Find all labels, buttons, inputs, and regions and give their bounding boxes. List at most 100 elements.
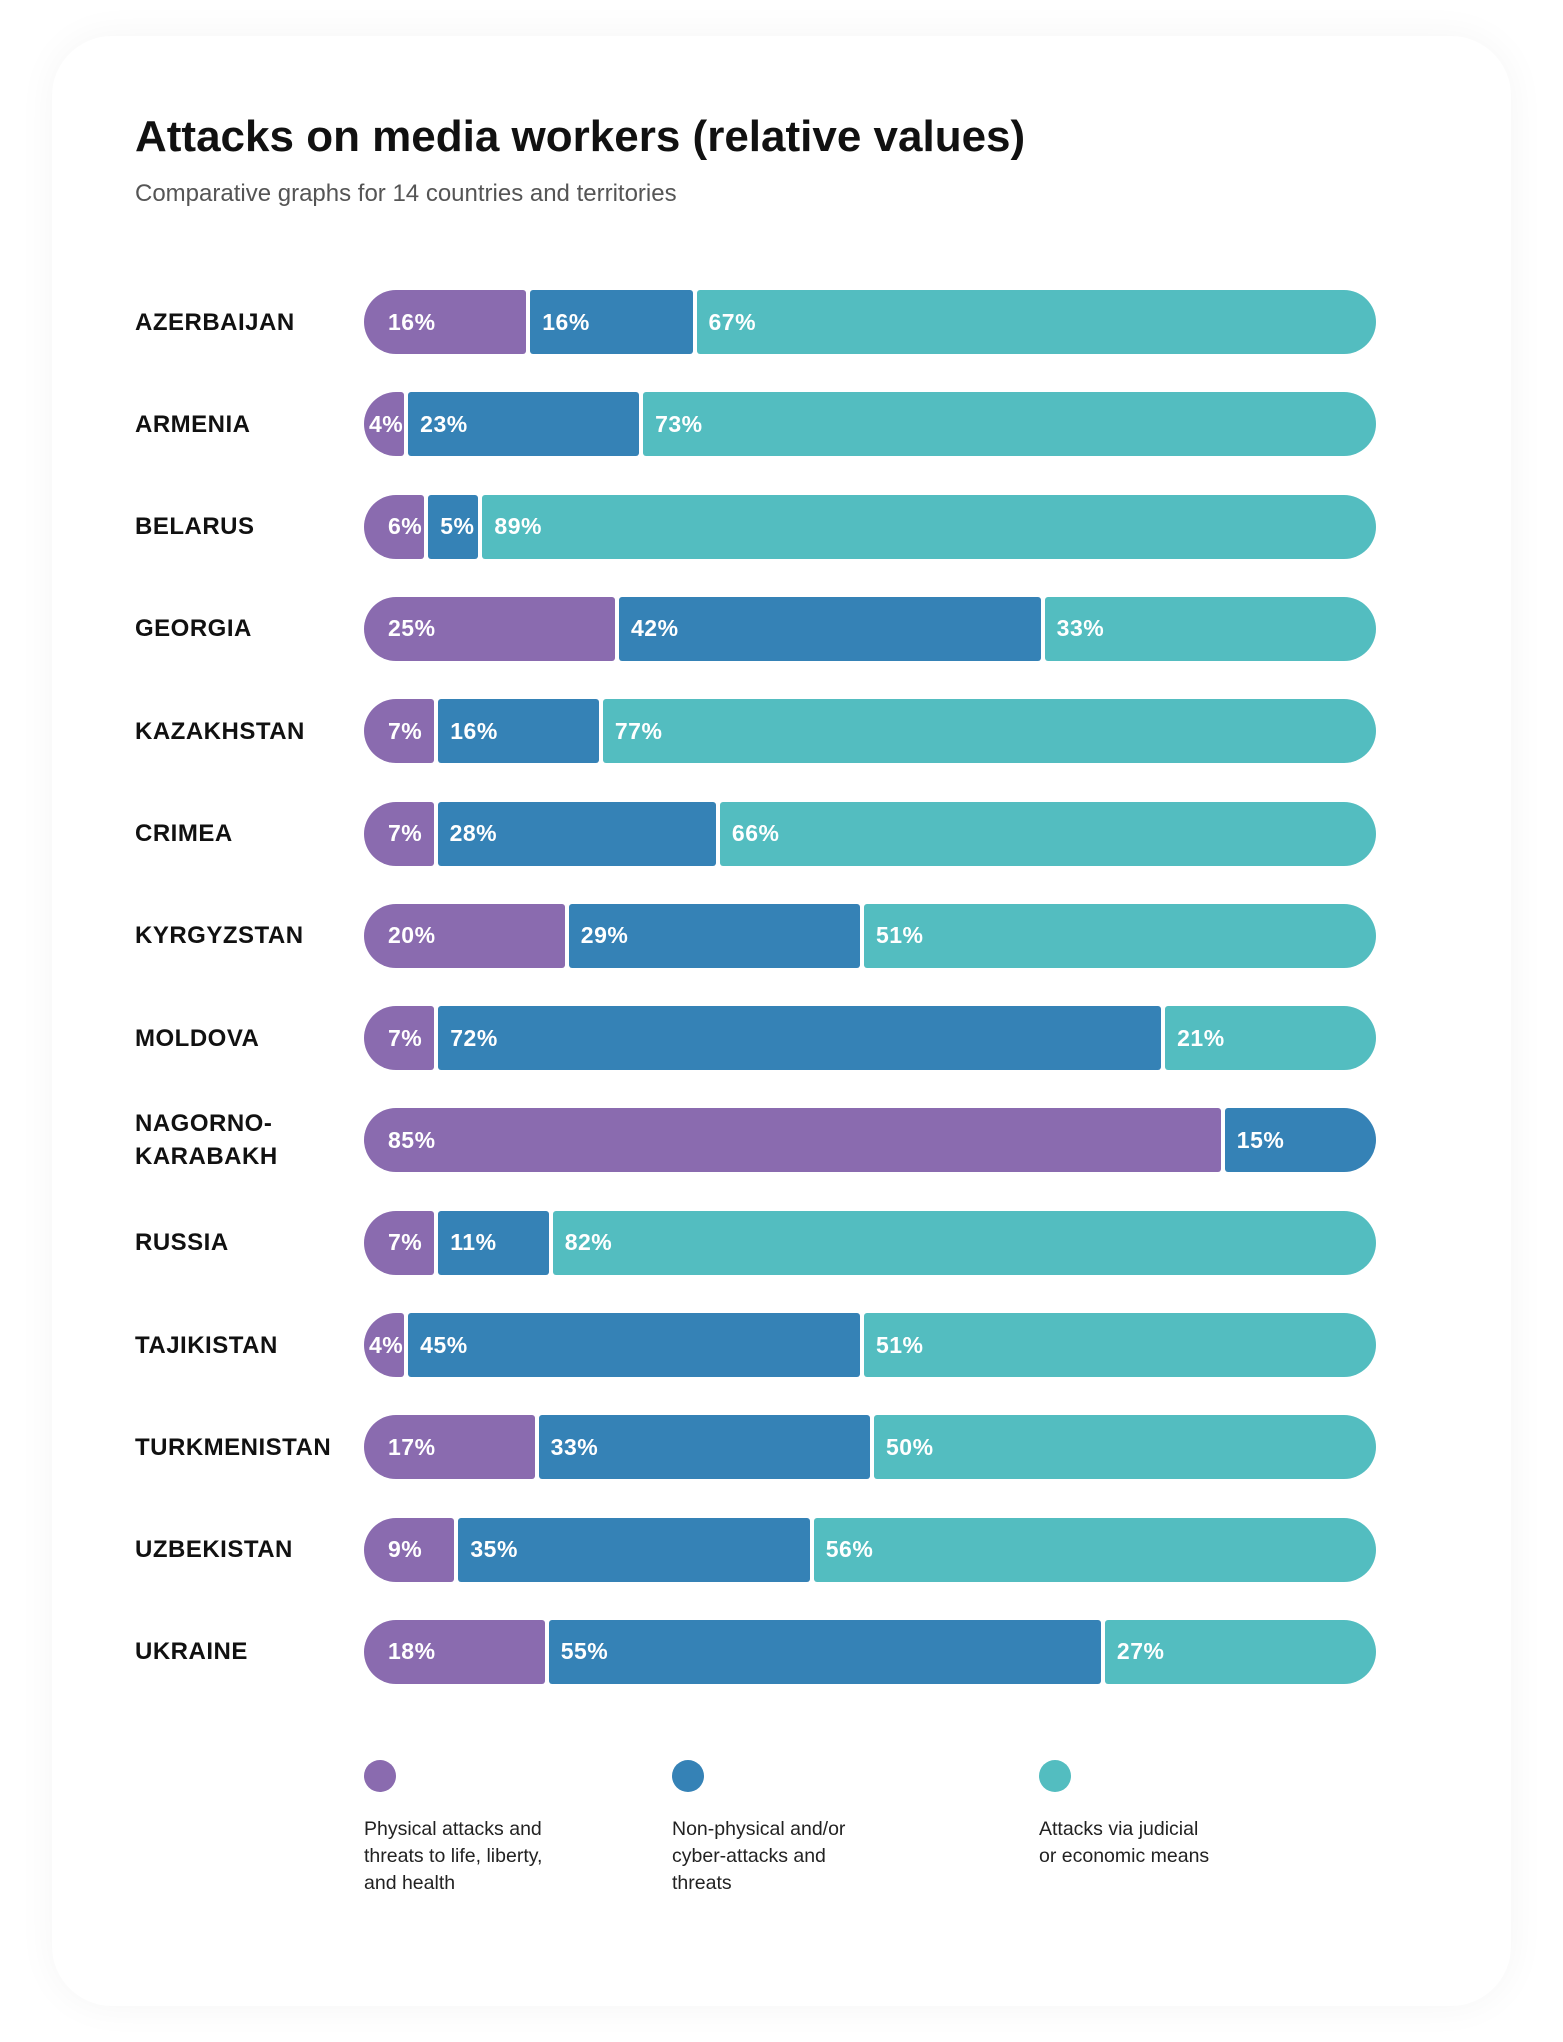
data-label: 85% <box>388 1126 436 1153</box>
data-label: 11% <box>450 1229 497 1256</box>
data-label: 67% <box>708 308 757 335</box>
data-label: 35% <box>470 1536 518 1563</box>
data-label: 29% <box>580 922 629 949</box>
data-label: 72% <box>450 1024 498 1051</box>
data-label: 50% <box>885 1433 934 1460</box>
legend-swatch <box>364 1760 396 1792</box>
country-label: GEORGIA <box>135 615 252 643</box>
country-label: RUSSIA <box>135 1229 229 1257</box>
data-label: 23% <box>420 410 468 437</box>
bar-segment-judicial: 82% <box>552 1210 1376 1275</box>
legend-label: Non-physical and/or cyber-attacks and th… <box>672 1818 846 1894</box>
country-label: KYRGYZSTAN <box>135 922 304 950</box>
stacked-bar: 4% 23% 73% <box>364 392 1376 457</box>
stacked-bar: 20% 29% 51% <box>364 903 1376 968</box>
bar-segment-physical: 20% <box>364 903 565 968</box>
stacked-bar: 7% 28% 66% <box>364 801 1376 866</box>
data-label: 7% <box>388 717 423 744</box>
data-label: 25% <box>388 615 436 642</box>
data-label: 16% <box>450 717 498 744</box>
bar-segment-judicial: 73% <box>643 392 1376 457</box>
bar-segment-judicial: 21% <box>1165 1006 1376 1071</box>
country-label: AZERBAIJAN <box>135 308 295 336</box>
bar-segment-judicial: 77% <box>602 699 1376 764</box>
chart-subtitle: Comparative graphs for 14 countries and … <box>135 180 677 207</box>
stacked-bar: 6% 5% 89% <box>364 494 1376 559</box>
bar-segment-physical: 7% <box>364 801 434 866</box>
bar-segment-physical: 25% <box>364 596 615 661</box>
data-label: 42% <box>631 615 679 642</box>
stacked-bar: 9% 35% 56% <box>364 1517 1376 1582</box>
stacked-bar: 7% 11% 82% <box>364 1210 1376 1275</box>
bar-segment-judicial: 33% <box>1044 596 1376 661</box>
data-label: 51% <box>875 922 924 949</box>
country-label: MOLDOVA <box>135 1024 260 1052</box>
legend-item-non-physical: Non-physical and/or cyber-attacks and th… <box>672 1760 932 1897</box>
bar-segment-physical: 7% <box>364 699 435 764</box>
stacked-bar: 25% 42% 33% <box>364 596 1376 661</box>
legend-label: Attacks via judicial or economic means <box>1039 1818 1210 1867</box>
bar-segment-non-physical: 72% <box>438 1006 1162 1071</box>
stacked-bar: 7% 72% 21% <box>364 1006 1376 1071</box>
data-label: 20% <box>388 922 436 949</box>
data-label: 51% <box>875 1331 924 1358</box>
data-label: 18% <box>388 1638 436 1665</box>
country-label: ARMENIA <box>135 410 251 438</box>
bar-segment-judicial: 27% <box>1104 1619 1376 1684</box>
stacked-bar: 16% 16% 67% <box>364 290 1376 354</box>
data-label: 56% <box>825 1536 874 1563</box>
bar-segment-judicial: 67% <box>696 290 1376 354</box>
stacked-bar: 18% 55% 27% <box>364 1619 1376 1684</box>
country-label: KAZAKHSTAN <box>135 717 305 745</box>
data-label: 4% <box>369 1331 404 1358</box>
data-label: 77% <box>614 717 663 744</box>
legend-item-judicial: Attacks via judicial or economic means <box>1039 1760 1299 1870</box>
country-label: BELARUS <box>135 513 255 541</box>
bar-segment-physical: 6% <box>364 494 425 559</box>
data-label: 27% <box>1116 1638 1165 1665</box>
bar-segment-non-physical: 15% <box>1224 1108 1376 1173</box>
bar-segment-non-physical: 5% <box>428 494 479 559</box>
stacked-bar: 85% 15% <box>364 1108 1376 1173</box>
bar-segment-physical: 4% <box>364 1313 405 1377</box>
country-label: NAGORNO- KARABAKH <box>135 1110 278 1171</box>
bar-segment-non-physical: 42% <box>619 596 1041 661</box>
legend-swatch <box>1039 1760 1071 1792</box>
data-label: 89% <box>494 513 542 540</box>
country-label: TAJIKISTAN <box>135 1331 278 1359</box>
bar-segment-judicial: 51% <box>863 903 1376 968</box>
bar-segment-judicial: 66% <box>719 801 1376 866</box>
bar-segment-non-physical: 55% <box>548 1619 1101 1684</box>
data-label: 15% <box>1236 1126 1285 1153</box>
data-label: 9% <box>388 1536 423 1563</box>
bar-segment-physical: 9% <box>364 1517 455 1582</box>
data-label: 33% <box>1056 615 1105 642</box>
bar-segment-physical: 16% <box>364 290 527 354</box>
data-label: 7% <box>388 820 423 846</box>
country-label: UZBEKISTAN <box>135 1536 293 1564</box>
legend-swatch <box>672 1760 704 1792</box>
bar-segment-non-physical: 35% <box>458 1517 810 1582</box>
data-label: 73% <box>655 410 703 437</box>
bar-segment-non-physical: 28% <box>437 801 716 866</box>
bar-segment-physical: 7% <box>364 1006 435 1071</box>
bar-segment-physical: 85% <box>364 1108 1221 1173</box>
bar-segment-judicial: 89% <box>482 494 1376 559</box>
stacked-bar: 7% 16% 77% <box>364 699 1376 764</box>
legend-label: Physical attacks and threats to life, li… <box>364 1818 543 1894</box>
bar-segment-physical: 17% <box>364 1415 535 1480</box>
bar-segment-judicial: 56% <box>813 1517 1376 1582</box>
bar-segment-non-physical: 23% <box>408 392 640 457</box>
stacked-bar: 17% 33% 50% <box>364 1415 1376 1480</box>
bar-segment-physical: 18% <box>364 1619 545 1684</box>
country-label: CRIMEA <box>135 820 233 847</box>
data-label: 82% <box>564 1229 613 1256</box>
data-label: 6% <box>388 513 423 540</box>
data-label: 45% <box>420 1331 468 1358</box>
bar-segment-non-physical: 33% <box>538 1415 870 1480</box>
data-label: 7% <box>388 1229 423 1256</box>
data-label: 21% <box>1177 1024 1225 1051</box>
data-label: 28% <box>449 820 498 846</box>
country-label: UKRAINE <box>135 1638 248 1666</box>
